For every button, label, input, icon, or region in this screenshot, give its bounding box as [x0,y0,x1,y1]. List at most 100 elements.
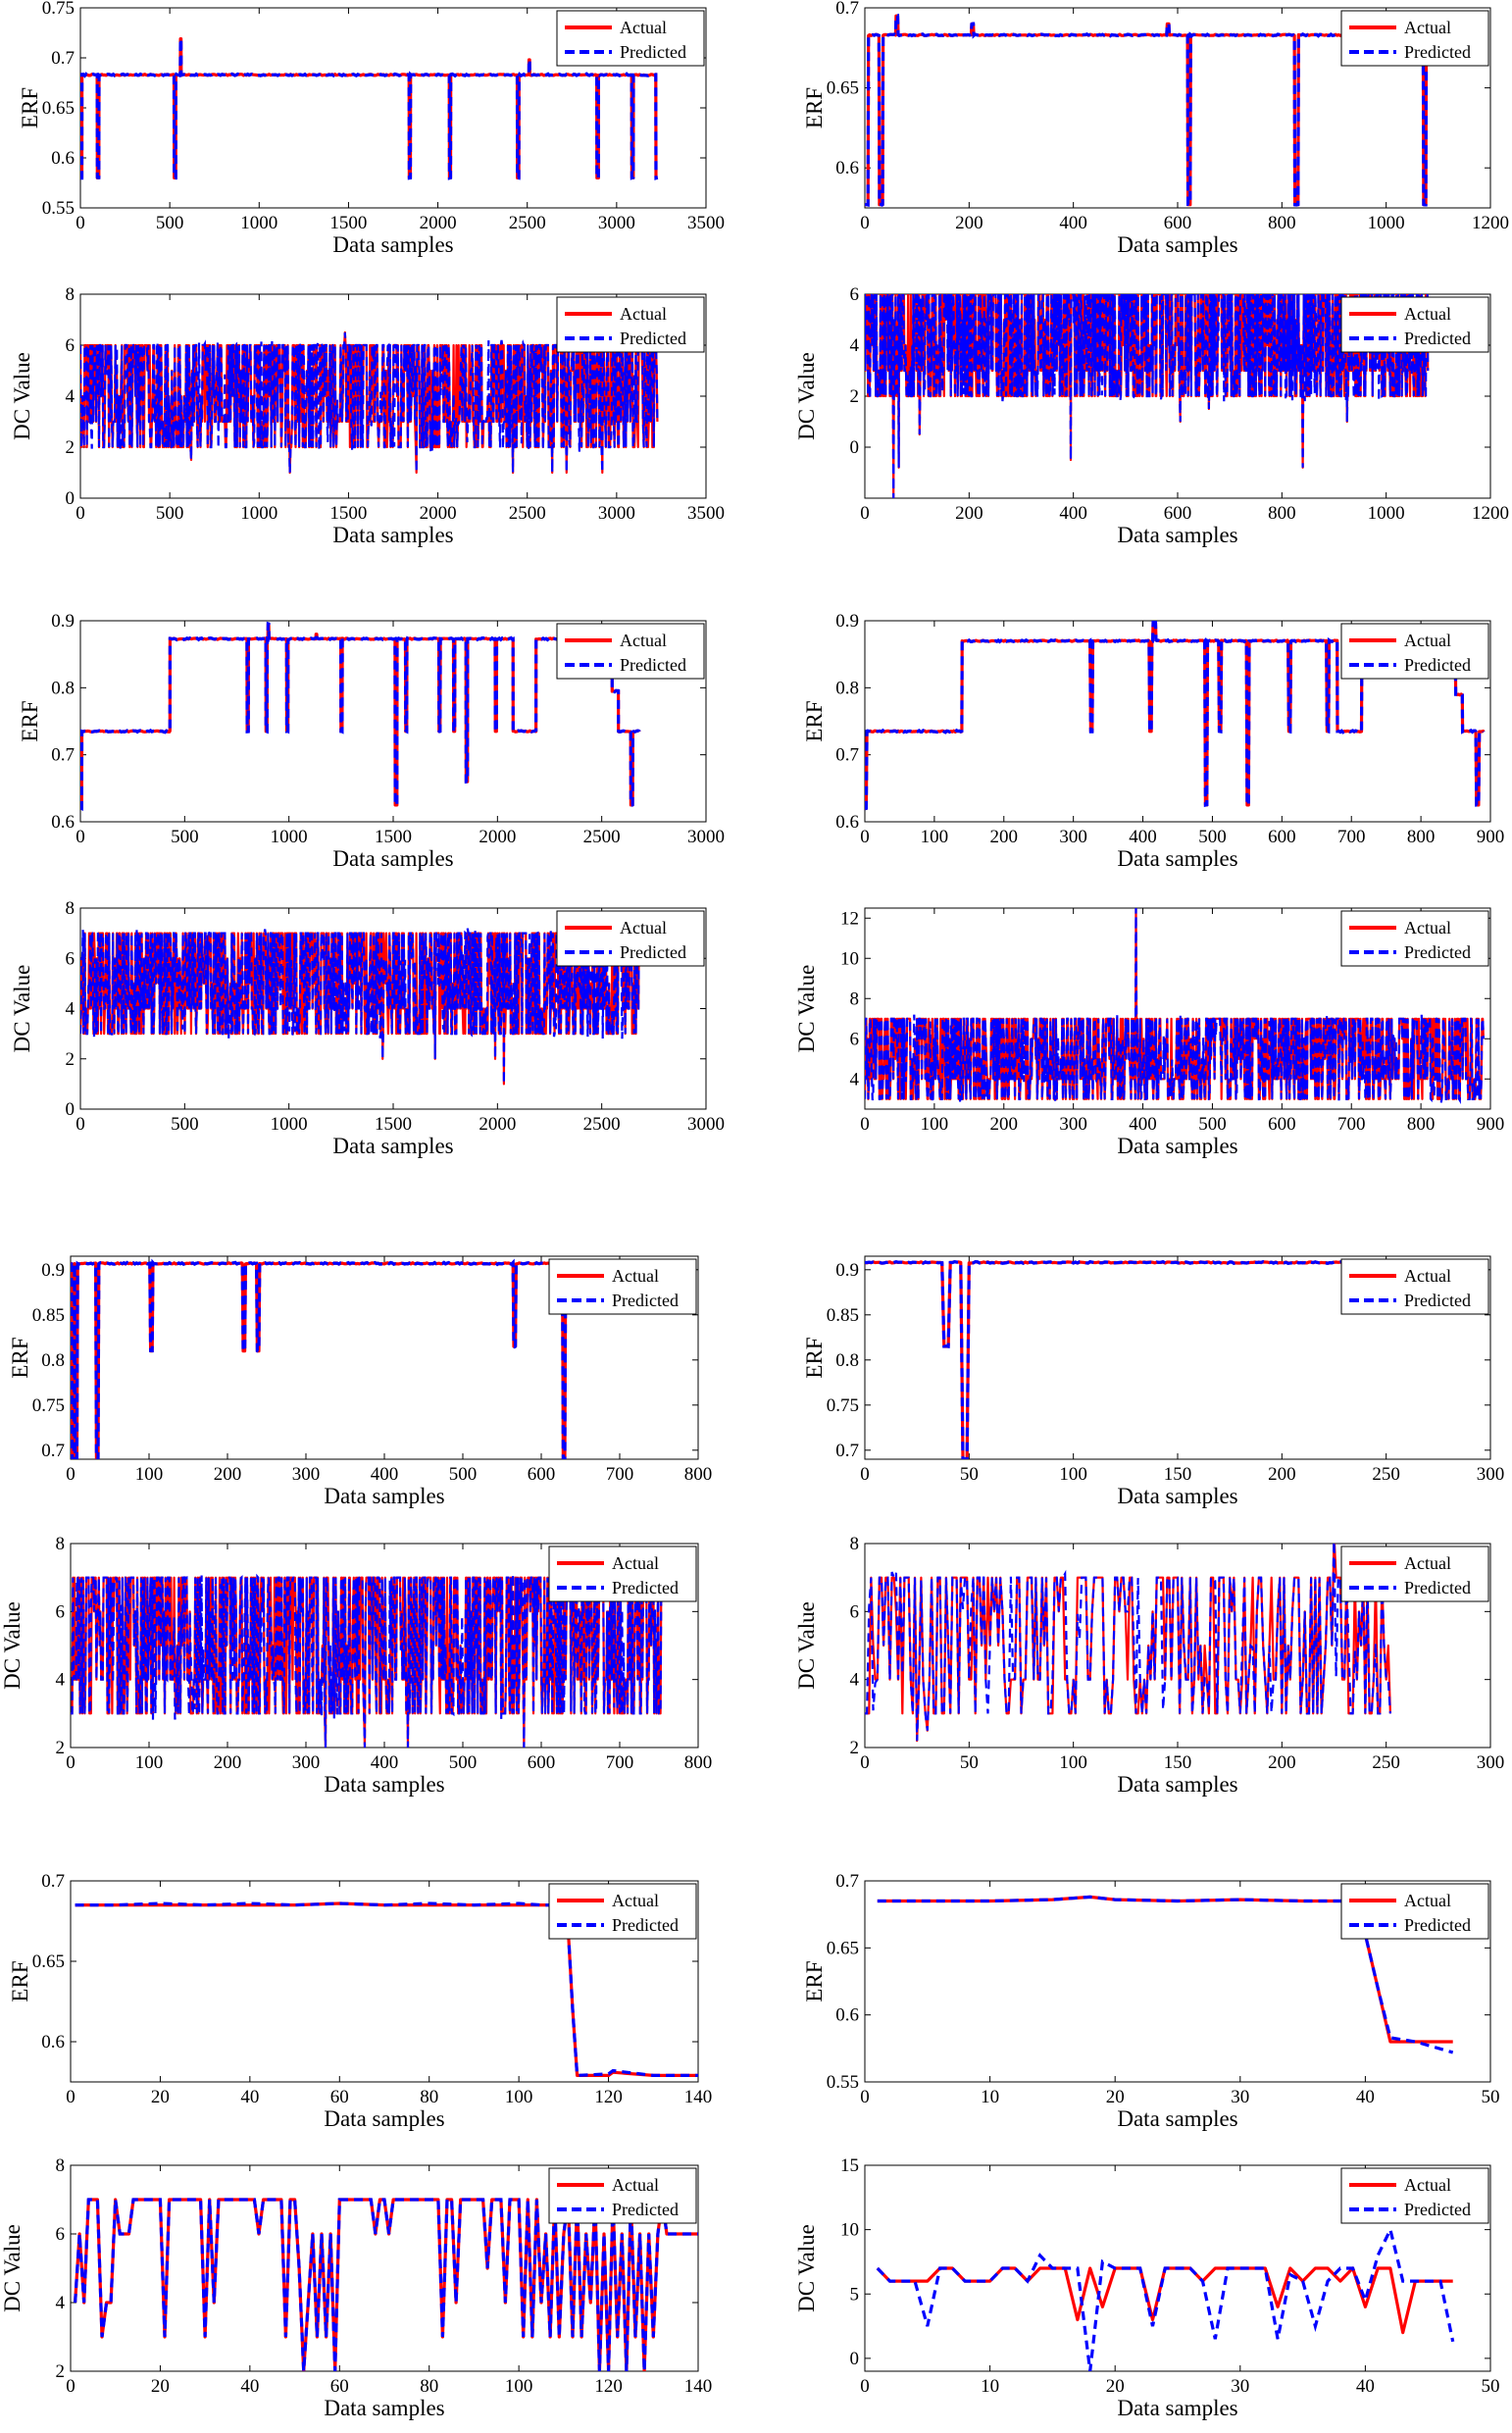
legend: Actual Predicted [1340,910,1489,967]
x-tick-label: 1000 [271,1114,308,1135]
x-tick-label: 700 [1337,827,1366,847]
x-tick-label: 400 [371,1464,399,1485]
y-tick-label: 0 [66,488,76,509]
legend: Actual Predicted [1340,10,1489,67]
legend-actual-label: Actual [620,631,667,650]
x-axis-label: Data samples [332,232,453,257]
x-tick-label: 2500 [583,827,621,847]
x-tick-label: 600 [528,1752,556,1773]
y-tick-label: 0.8 [835,678,859,698]
legend-box [1340,10,1489,67]
legend: Actual Predicted [1340,1546,1489,1602]
x-tick-label: 30 [1231,2376,1249,2397]
x-axis-label: Data samples [1117,2106,1237,2131]
y-tick-label: 0.85 [32,1305,65,1326]
x-tick-label: 250 [1372,1464,1400,1485]
legend-predicted-label: Predicted [620,329,686,348]
x-tick-label: 300 [1059,1114,1087,1135]
x-tick-label: 80 [420,2087,438,2107]
legend: Actual Predicted [1340,1883,1489,1940]
legend-actual-label: Actual [1404,18,1451,37]
y-tick-label: 4 [850,335,860,356]
y-tick-label: 0.7 [51,48,75,69]
x-tick-label: 500 [449,1464,478,1485]
legend-actual-label: Actual [612,1891,659,1910]
x-tick-label: 500 [171,827,199,847]
x-tick-label: 120 [594,2376,623,2397]
x-tick-label: 900 [1477,1114,1505,1135]
y-tick-label: 0 [850,437,860,458]
y-tick-label: 4 [850,1670,860,1691]
x-tick-label: 100 [135,1464,164,1485]
y-axis-label: ERF [18,87,42,128]
x-tick-label: 0 [860,503,870,524]
x-tick-label: 3000 [598,213,635,233]
legend-predicted-label: Predicted [620,42,686,62]
x-tick-label: 800 [1407,1114,1436,1135]
x-tick-label: 1000 [240,213,277,233]
x-tick-label: 2000 [420,503,457,524]
x-tick-label: 20 [151,2376,170,2397]
y-axis-label: DC Value [794,2224,819,2312]
x-tick-label: 700 [1337,1114,1366,1135]
legend-predicted-label: Predicted [1404,1915,1471,1935]
y-tick-label: 0 [66,1099,76,1120]
y-tick-label: 0.6 [41,2032,65,2053]
legend-box [1340,1546,1489,1602]
y-tick-label: 6 [850,1601,860,1622]
x-tick-label: 500 [171,1114,199,1135]
y-tick-label: 2 [850,386,860,407]
x-tick-label: 600 [528,1464,556,1485]
y-tick-label: 0.9 [835,1260,859,1281]
chart-r2-dc-a: 0 500 1000 1500 2000 2500 3000 0 2 4 6 8 Data sample… [10,898,725,1158]
y-axis-label: DC Value [0,2224,25,2312]
x-tick-label: 800 [1407,827,1436,847]
x-axis-label: Data samples [1117,846,1237,871]
chart-r4-erf-b: 0 10 20 30 40 50 0.55 0.6 0.65 0.7 Data samples ERF… [802,1871,1500,2131]
x-tick-label: 20 [1106,2376,1125,2397]
legend-box [1340,910,1489,967]
y-axis-label: DC Value [10,352,34,440]
y-tick-label: 4 [66,386,76,407]
y-tick-label: 0.65 [827,78,859,99]
x-tick-label: 2500 [583,1114,621,1135]
x-axis-label: Data samples [324,2106,444,2131]
x-tick-label: 700 [606,1752,634,1773]
y-tick-label: 10 [840,2220,859,2241]
series-predicted-line [75,1901,698,2078]
y-tick-label: 6 [850,1029,860,1049]
y-axis-label: ERF [802,87,827,128]
y-tick-label: 8 [66,898,76,919]
x-tick-label: 140 [684,2376,713,2397]
plot-area [80,928,640,1086]
legend-actual-label: Actual [1404,631,1451,650]
x-tick-label: 150 [1164,1752,1192,1773]
series-predicted-line [71,1573,663,1748]
x-tick-label: 30 [1231,2087,1249,2107]
x-tick-label: 2000 [479,827,516,847]
legend-box [1340,1883,1489,1940]
x-tick-label: 40 [240,2376,259,2397]
chart-r3-erf-b: 0 50 100 150 200 250 300 0.7 0.75 0.8 0.85 0.9 Data … [802,1255,1504,1508]
chart-r1-dc-b: 0 200 400 600 800 1000 1200 0 2 4 6 Data samples DC … [794,284,1509,547]
plot-area [865,908,1485,1105]
y-tick-label: 6 [66,335,76,356]
y-axis-label: DC Value [10,965,34,1053]
legend: Actual Predicted [556,623,705,680]
x-tick-label: 1000 [1368,503,1405,524]
x-axis-label: Data samples [1117,2396,1237,2420]
series-predicted-line [74,2198,698,2371]
chart-r4-erf-a: 0 20 40 60 80 100 120 140 0.6 0.65 0.7 Data samples… [8,1871,712,2131]
series-predicted-line [865,294,1430,498]
y-tick-label: 0.65 [32,1951,65,1972]
plot-area [865,294,1430,498]
x-tick-label: 200 [214,1464,242,1485]
y-tick-label: 0.6 [835,2005,859,2026]
x-tick-label: 300 [292,1464,321,1485]
legend-predicted-label: Predicted [1404,2200,1471,2219]
x-axis-label: Data samples [1117,1772,1237,1797]
x-tick-label: 0 [860,827,870,847]
y-axis-label: DC Value [794,352,819,440]
x-tick-label: 150 [1164,1464,1192,1485]
legend-box [548,1546,697,1602]
